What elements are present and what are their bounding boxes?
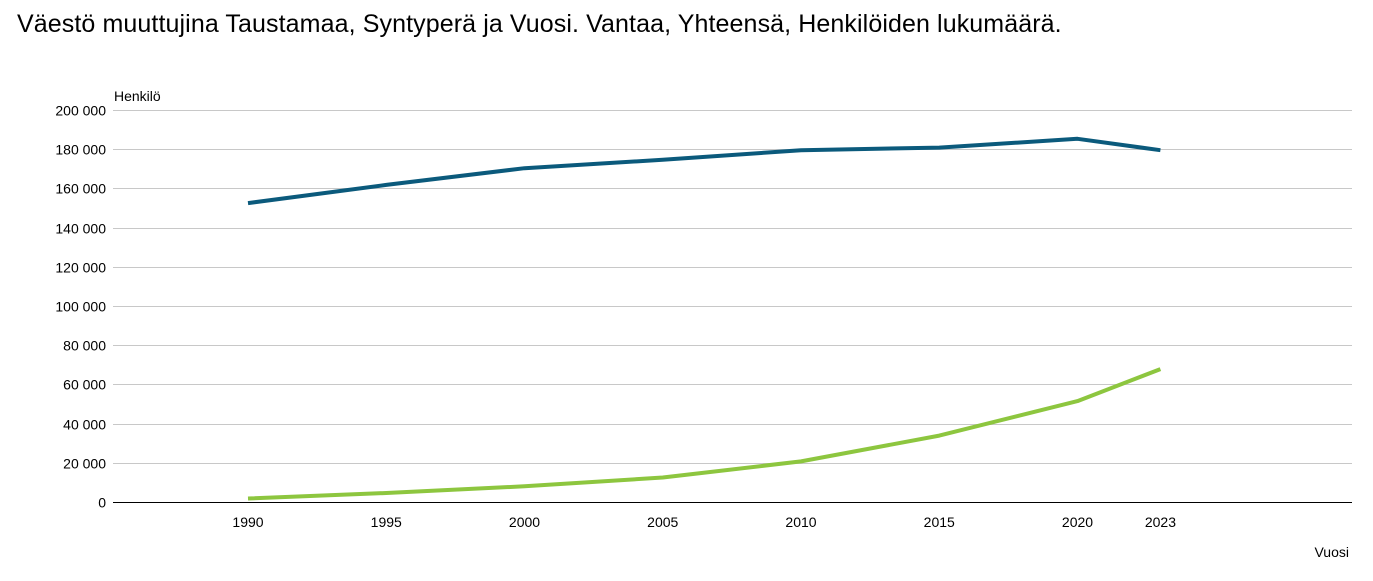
x-tick-label: 2015 [924,514,955,530]
y-tick-label: 20 000 [63,456,106,472]
x-tick-label: 2010 [785,514,816,530]
x-tick-label: 2000 [509,514,540,530]
y-tick-label: 200 000 [55,103,106,119]
y-tick-label: 160 000 [55,181,106,197]
y-tick-label: 100 000 [55,299,106,315]
y-axis-label: Henkilö [114,88,161,104]
y-tick-label: 120 000 [55,260,106,276]
y-tick-label: 40 000 [63,417,106,433]
y-tick-label: 0 [98,495,106,511]
x-tick-label: 2020 [1062,514,1093,530]
x-axis-tick-labels: 1990 1995 2000 2005 2010 2015 2020 2023 [232,514,1176,530]
y-axis-tick-labels: 0 20 000 40 000 60 000 80 000 100 000 120 000 1… [55,103,106,511]
y-tick-label: 80 000 [63,338,106,354]
y-tick-label: 180 000 [55,142,106,158]
x-tick-label: 2005 [647,514,678,530]
series-lines [247,136,1162,501]
series-line-1 [247,136,1161,206]
y-tick-label: 140 000 [55,221,106,237]
x-tick-label: 1990 [232,514,263,530]
x-axis-label: Vuosi [1314,544,1349,560]
series-line-2 [247,367,1162,501]
grid-lines [113,110,1352,503]
x-tick-label: 2023 [1145,514,1176,530]
y-tick-label: 60 000 [63,377,106,393]
x-tick-label: 1995 [371,514,402,530]
chart-title: Väestö muuttujina Taustamaa, Syntyperä j… [17,10,1062,38]
